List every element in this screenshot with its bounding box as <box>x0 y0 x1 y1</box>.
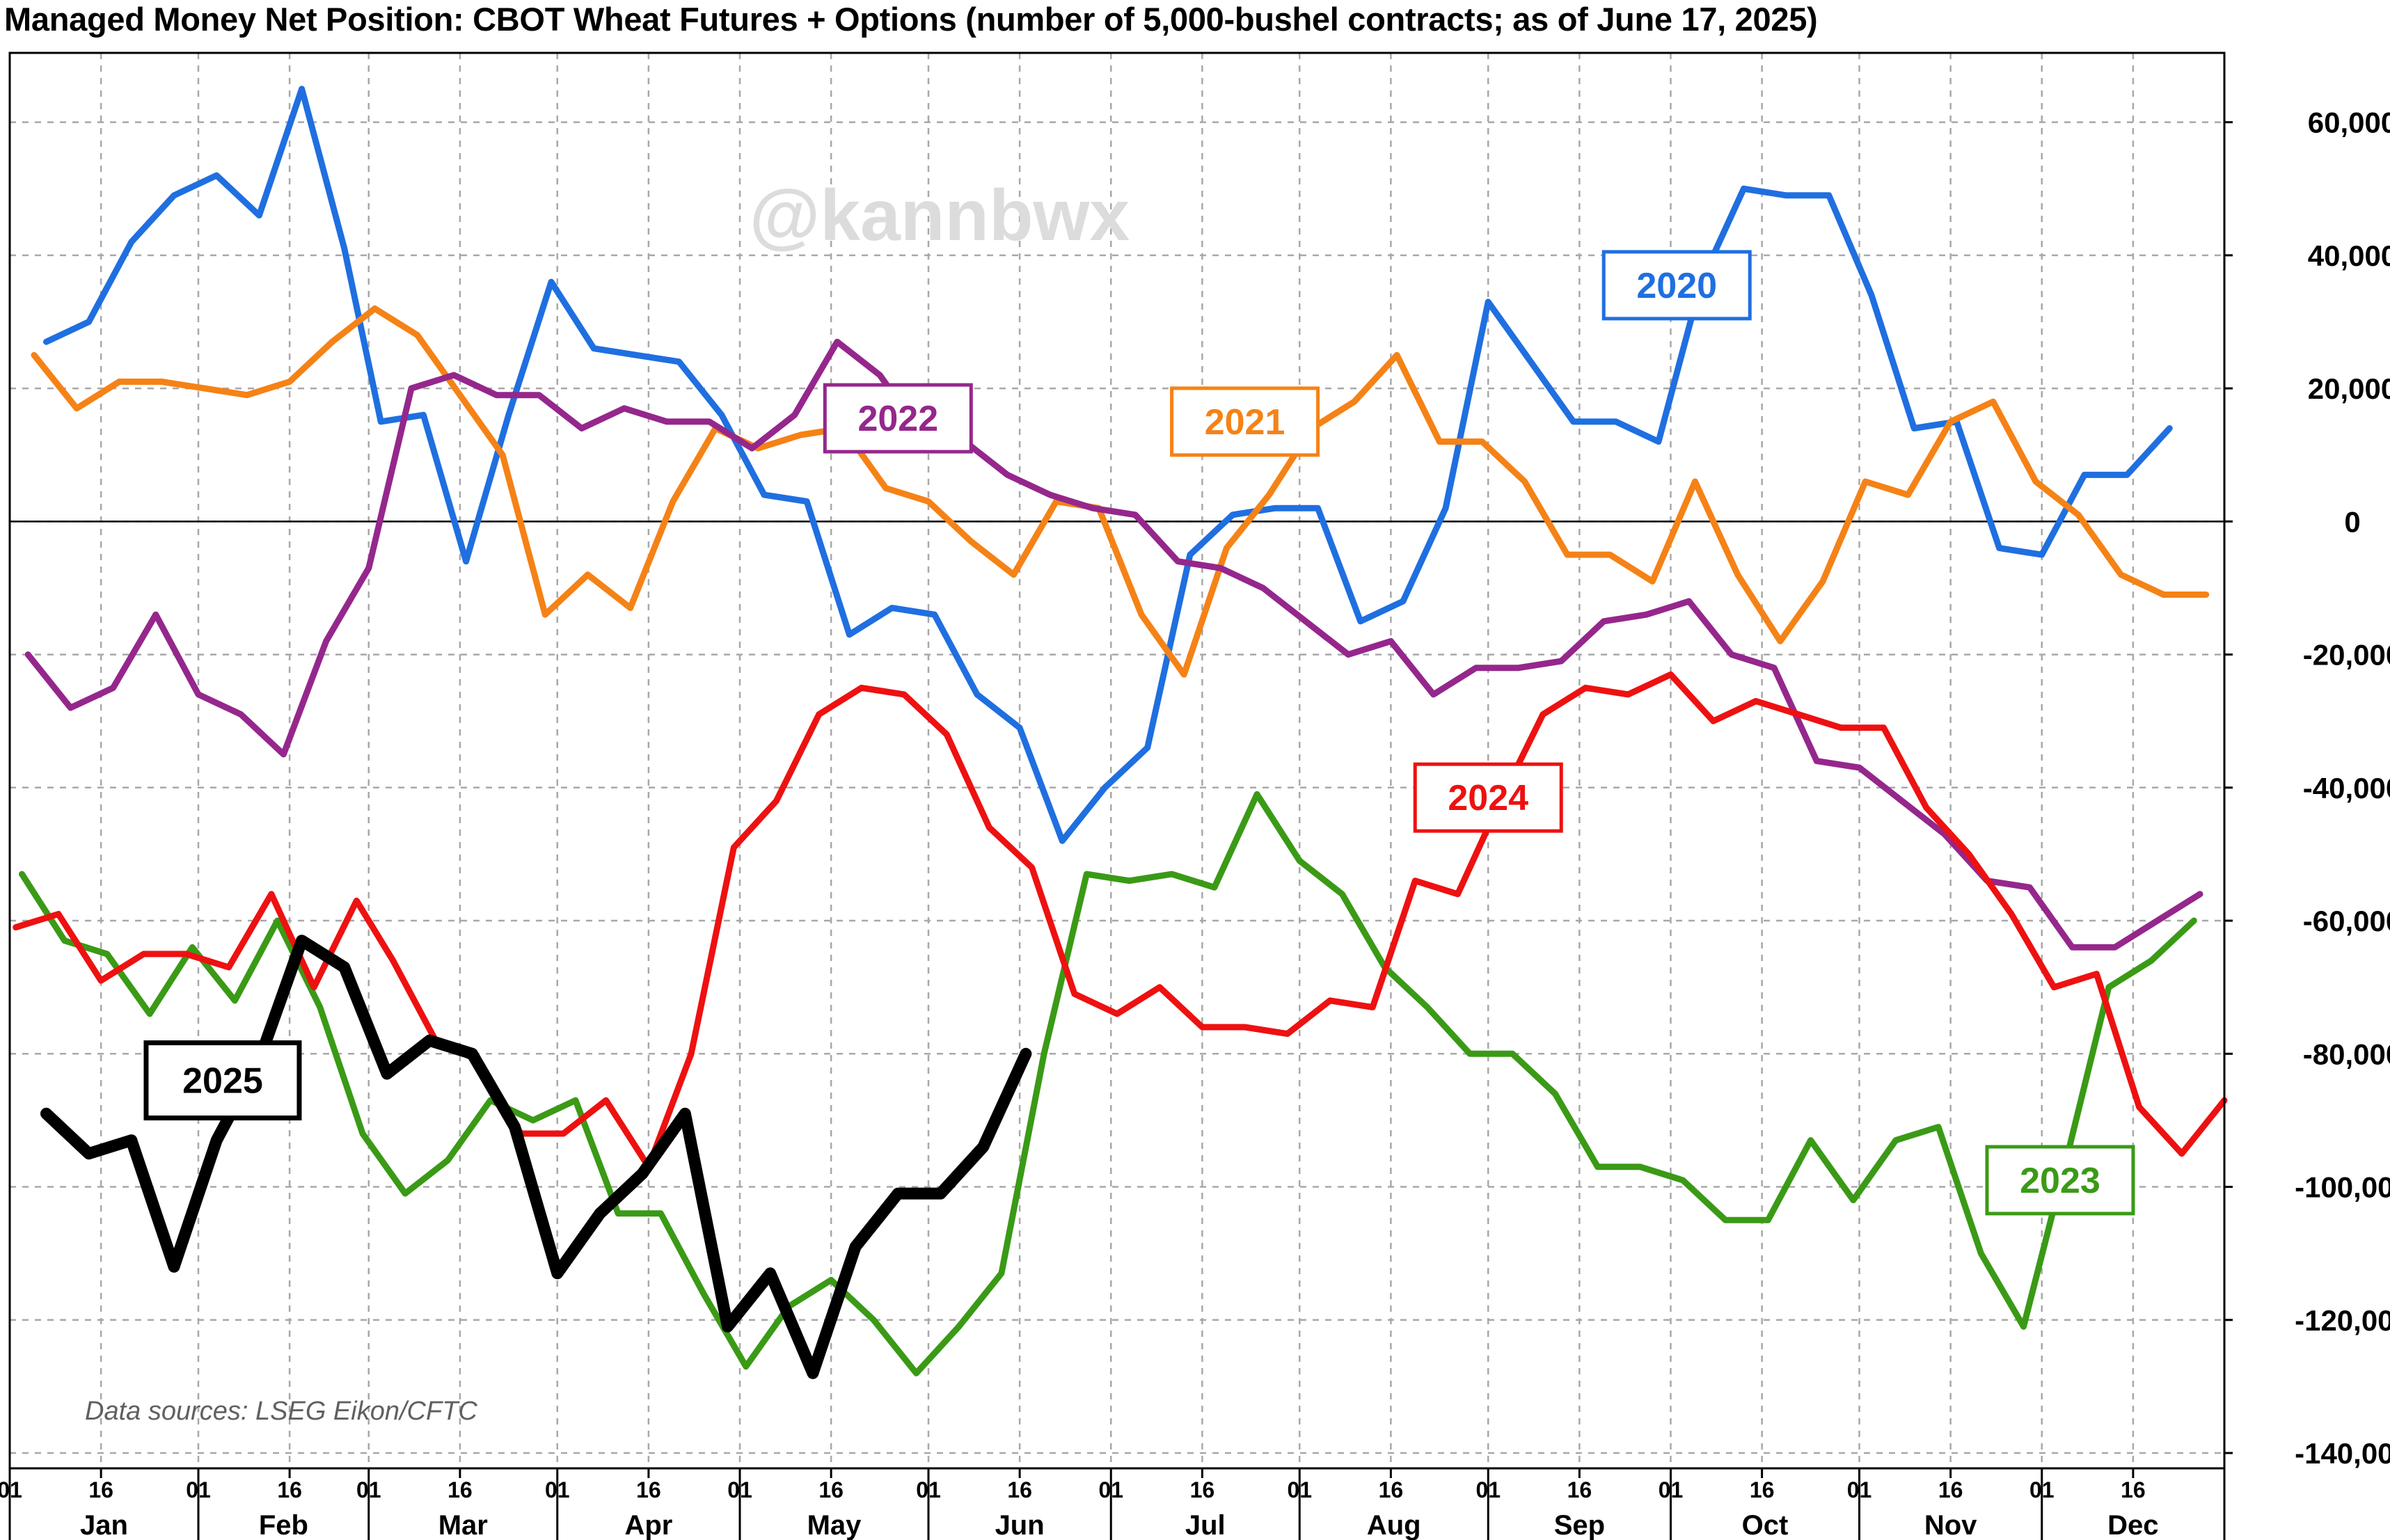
x-day-label: 16 <box>277 1477 302 1502</box>
y-tick-label: 40,000 <box>2308 239 2390 272</box>
x-day-label: 01 <box>356 1477 381 1502</box>
series-label-text: 2020 <box>1636 266 1717 306</box>
x-day-label: 01 <box>1847 1477 1872 1502</box>
grid-lines <box>8 53 2224 1468</box>
series-label-2025: 2025 <box>143 1040 302 1121</box>
x-month-label: Jul <box>1185 1510 1226 1540</box>
x-day-label: 01 <box>1098 1477 1123 1502</box>
x-month-label: Dec <box>2107 1510 2158 1540</box>
y-tick-label: 0 <box>2344 505 2360 538</box>
series-label-text: 2022 <box>857 399 938 439</box>
y-tick-label: -140,000 <box>2295 1437 2390 1470</box>
x-day-label: 16 <box>1750 1477 1775 1502</box>
y-tick-label: 60,000 <box>2308 106 2390 139</box>
x-day-label: 16 <box>448 1477 473 1502</box>
series-label-2020: 2020 <box>1601 250 1752 321</box>
series-label-text: 2023 <box>2020 1161 2100 1201</box>
x-day-label: 16 <box>1379 1477 1404 1502</box>
y-tick-label: -60,000 <box>2303 905 2390 937</box>
x-day-label: 01 <box>727 1477 752 1502</box>
x-day-label: 01 <box>1475 1477 1501 1502</box>
y-tick-label: -100,000 <box>2295 1171 2390 1204</box>
series-line-2022 <box>24 338 2203 951</box>
x-month-label: Sep <box>1554 1510 1605 1540</box>
y-tick-label: -120,000 <box>2295 1304 2390 1337</box>
series-line-2023 <box>19 791 2197 1376</box>
source-note: Data sources: LSEG Eikon/CFTC <box>85 1397 477 1426</box>
y-tick-label: -40,000 <box>2303 772 2390 804</box>
y-tick-label: -80,000 <box>2303 1038 2390 1070</box>
x-day-label: 01 <box>1659 1477 1684 1502</box>
series-label-2022: 2022 <box>823 383 973 454</box>
series-label-box <box>823 383 973 454</box>
x-day-label: 01 <box>186 1477 211 1502</box>
chart-title: Managed Money Net Position: CBOT Wheat F… <box>4 1 1818 38</box>
x-axis: 01 16 Jan 01 16 Feb 01 16 Mar 01 16 Apr 01 16 May 01 16 J… <box>0 1468 2226 1540</box>
x-day-label: 16 <box>1007 1477 1032 1502</box>
x-month-label: Feb <box>259 1510 308 1540</box>
series-labels: 2020 2021 2022 2023 2024 2025 <box>143 250 2135 1216</box>
x-day-label: 16 <box>1567 1477 1592 1502</box>
x-day-label: 16 <box>1190 1477 1215 1502</box>
series-label-box <box>1985 1145 2135 1216</box>
x-month-label: Mar <box>438 1510 488 1540</box>
series-label-box <box>143 1040 302 1121</box>
series-line-2021 <box>31 305 2210 678</box>
x-month-label: Apr <box>624 1510 672 1540</box>
series-line-2020 <box>43 86 2173 844</box>
series-lines <box>13 86 2228 1379</box>
series-line-2024 <box>13 671 2228 1170</box>
x-day-label: 01 <box>0 1477 22 1502</box>
watermark-text: @kannbwx <box>750 175 1130 256</box>
x-day-label: 16 <box>636 1477 661 1502</box>
series-label-box <box>1601 250 1752 321</box>
series-label-text: 2021 <box>1205 402 1285 443</box>
x-day-label: 01 <box>2029 1477 2055 1502</box>
series-label-2021: 2021 <box>1170 386 1320 457</box>
x-month-label: May <box>807 1510 862 1540</box>
x-month-label: Aug <box>1367 1510 1421 1540</box>
series-label-2024: 2024 <box>1413 762 1563 833</box>
x-day-label: 16 <box>88 1477 113 1502</box>
series-label-box <box>1170 386 1320 457</box>
x-month-label: Jan <box>80 1510 128 1540</box>
x-day-label: 16 <box>818 1477 844 1502</box>
y-axis: 60,000 40,000 20,000 0 -20,000 -40,000 -60,000… <box>2224 106 2390 1470</box>
x-month-label: Nov <box>1924 1510 1977 1540</box>
x-day-label: 16 <box>1938 1477 1963 1502</box>
x-month-label: Jun <box>995 1510 1045 1540</box>
series-label-text: 2024 <box>1448 778 1528 818</box>
x-day-label: 16 <box>2121 1477 2146 1502</box>
series-line-2025 <box>40 935 1032 1379</box>
y-tick-label: -20,000 <box>2303 639 2390 672</box>
series-label-text: 2025 <box>182 1061 263 1102</box>
y-tick-label: 20,000 <box>2308 372 2390 405</box>
x-day-label: 01 <box>1287 1477 1312 1502</box>
x-month-label: Oct <box>1742 1510 1789 1540</box>
series-label-2023: 2023 <box>1985 1145 2135 1216</box>
x-day-label: 01 <box>916 1477 941 1502</box>
series-label-box <box>1413 762 1563 833</box>
x-day-label: 01 <box>545 1477 570 1502</box>
plot-frame <box>8 51 2226 1470</box>
